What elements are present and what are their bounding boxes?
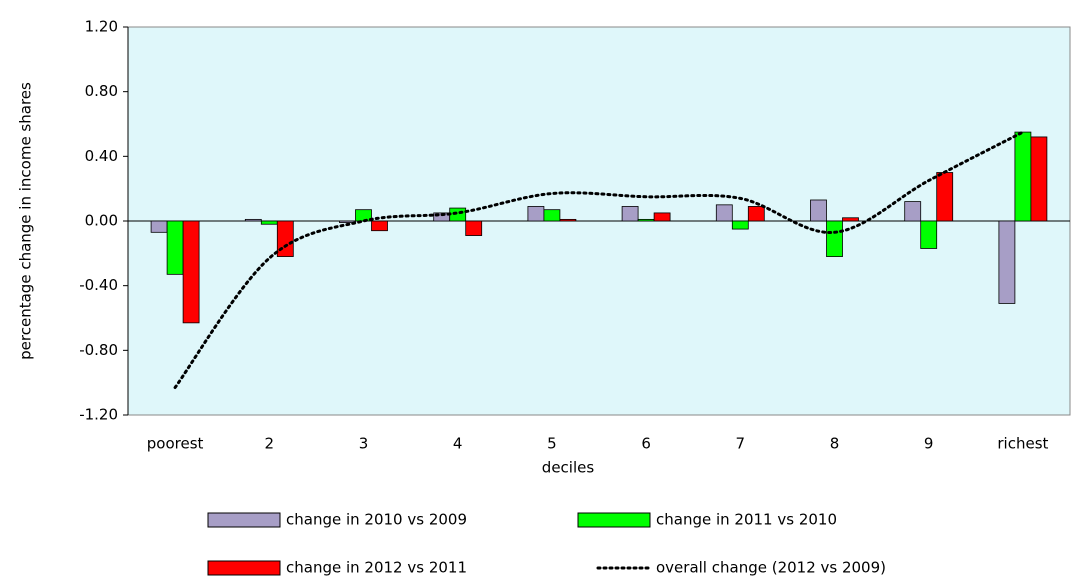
x-tick-label: richest [997, 435, 1048, 453]
y-tick-label: 1.20 [85, 18, 118, 36]
y-tick-label: -0.80 [79, 341, 118, 359]
bar [465, 220, 483, 236]
bar [747, 206, 765, 222]
bar [276, 220, 294, 257]
bar [904, 201, 922, 222]
bar [842, 217, 859, 222]
x-tick-label: 7 [736, 435, 746, 453]
y-tick-label: 0.40 [85, 147, 118, 165]
x-axis-title: deciles [542, 459, 595, 477]
x-tick-label: 2 [265, 435, 275, 453]
legend-swatch [577, 512, 651, 528]
bar [998, 220, 1016, 304]
bar [150, 220, 168, 233]
y-tick-label: 0.00 [85, 212, 118, 230]
legend-label: change in 2011 vs 2010 [656, 511, 837, 529]
x-tick-label: 3 [359, 435, 369, 453]
legend-label: change in 2012 vs 2011 [286, 559, 467, 577]
bar [920, 220, 938, 249]
y-axis-title: percentage change in income shares [17, 82, 35, 360]
bar [810, 199, 827, 222]
bar [731, 220, 749, 230]
x-tick-label: 8 [830, 435, 840, 453]
bar [371, 220, 388, 232]
legend-label: overall change (2012 vs 2009) [656, 559, 886, 577]
bar [826, 220, 843, 257]
legend-label: change in 2010 vs 2009 [286, 511, 467, 529]
x-tick-label: poorest [147, 435, 204, 453]
bar [715, 204, 733, 222]
legend-swatch [207, 512, 281, 528]
bar [543, 209, 561, 222]
bar [260, 220, 278, 225]
bar [244, 218, 262, 222]
y-tick-label: -1.20 [79, 406, 118, 424]
bar [182, 220, 200, 324]
bar [653, 212, 671, 222]
bar [1014, 131, 1032, 222]
legend-swatch [207, 560, 281, 576]
x-tick-label: 4 [453, 435, 463, 453]
bar [449, 207, 467, 222]
x-tick-label: 6 [641, 435, 651, 453]
bar [936, 172, 954, 222]
bar [559, 218, 577, 222]
bar [527, 206, 545, 222]
bar [637, 218, 655, 222]
line [173, 130, 1025, 390]
bar [621, 206, 639, 222]
y-tick-label: -0.40 [79, 276, 118, 294]
x-tick-label: 5 [547, 435, 557, 453]
x-tick-label: 9 [924, 435, 934, 453]
y-tick-label: 0.80 [85, 82, 118, 100]
bar [1030, 136, 1048, 222]
bar [166, 220, 184, 275]
